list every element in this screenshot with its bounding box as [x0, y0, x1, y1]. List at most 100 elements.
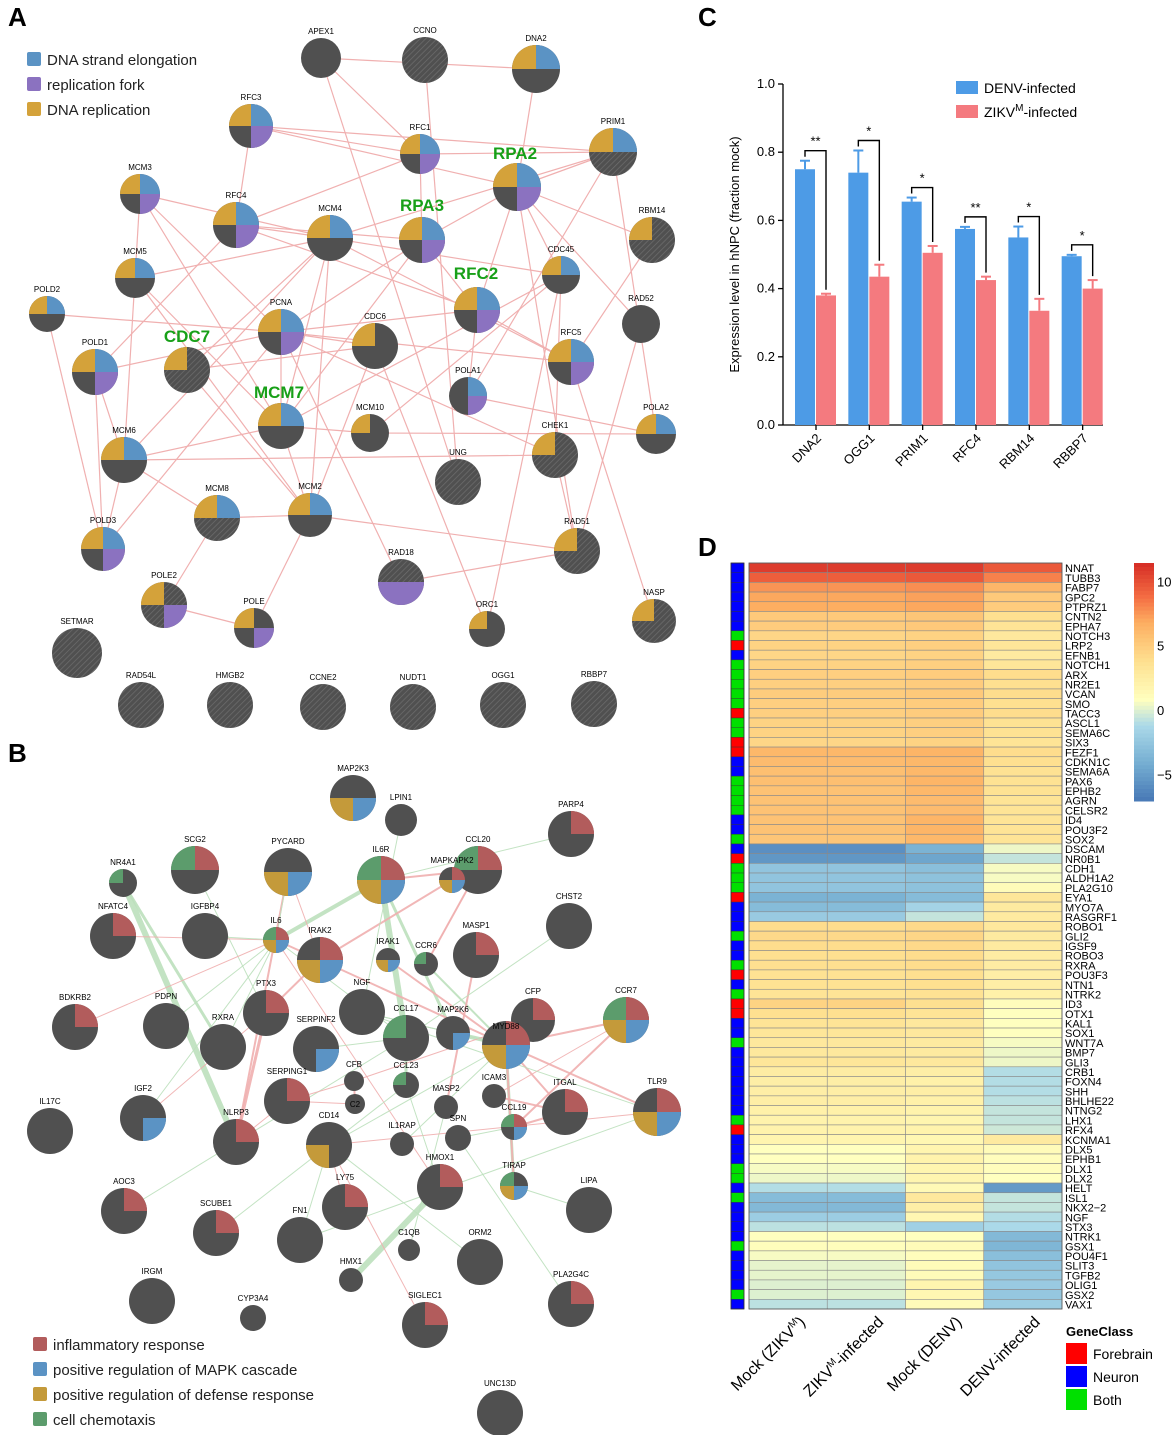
- node-rpa2-slice: [517, 187, 541, 211]
- heatmap-cell: [826, 688, 906, 699]
- heatmap-cell: [748, 698, 828, 709]
- colorbar-segment: [1134, 574, 1154, 580]
- gene-label: POU4F1: [1065, 1251, 1108, 1263]
- heatmap-cell: [905, 756, 985, 767]
- node-mcm6-slice: [101, 437, 124, 460]
- node-prim1-slice: [589, 128, 613, 152]
- network-a-edge: [235, 224, 478, 311]
- gene-class-cell: [730, 582, 745, 593]
- network-a-edge: [280, 237, 331, 427]
- gene-class-swatch: [1066, 1389, 1087, 1410]
- significance-label: *: [1080, 228, 1085, 243]
- network-b-edge: [121, 881, 225, 1049]
- node-pold2-slice: [47, 296, 65, 314]
- legend-swatch: [27, 52, 41, 66]
- network-b-edge: [405, 925, 570, 1039]
- legend-label-denv: DENV-infected: [984, 80, 1076, 96]
- node-label: SIGLEC1: [408, 1291, 442, 1300]
- colorbar-segment: [1134, 757, 1154, 762]
- node-label: CCL23: [394, 1061, 419, 1070]
- node-tirap-slice: [514, 1186, 528, 1200]
- heatmap-cell: [983, 1076, 1063, 1087]
- heatmap-cell: [748, 785, 828, 796]
- node-mcm8: MCM8: [194, 484, 240, 541]
- node-pold2: POLD2: [29, 285, 65, 332]
- network-a-edge: [369, 432, 657, 435]
- node-label: CCL20: [466, 835, 491, 844]
- node-ptx3: PTX3: [243, 979, 289, 1036]
- gene-class-cell: [730, 708, 745, 719]
- colorbar-segment: [1134, 626, 1154, 631]
- heatmap-cell: [748, 1173, 828, 1184]
- node-pola1: POLA1: [449, 366, 487, 415]
- node-ngf: NGF: [339, 978, 385, 1035]
- heatmap-cell: [905, 746, 985, 758]
- gene-label: POU3F2: [1065, 825, 1108, 837]
- gene-class-swatch: [1066, 1343, 1087, 1364]
- heatmap-cell: [905, 1260, 985, 1271]
- colorbar-segment: [1134, 745, 1154, 750]
- heatmap-cell: [748, 853, 828, 864]
- node-ccr6-slice: [414, 952, 426, 964]
- x-tick-label: PRIM1: [892, 431, 931, 470]
- node-ccl20-slice: [454, 846, 478, 870]
- node-mcm5-slice: [135, 258, 155, 278]
- heatmap-cell: [983, 979, 1063, 990]
- node-rad54l: RAD54L: [118, 671, 164, 728]
- heatmap-cell: [983, 1211, 1063, 1223]
- heatmap-cell: [826, 882, 906, 893]
- node-label: CDC45: [548, 245, 575, 254]
- node-mcm3-slice: [140, 194, 160, 214]
- gene-class-cell: [730, 659, 745, 670]
- node-label: IGF2: [134, 1084, 152, 1093]
- gene-label: RXRA: [1065, 960, 1096, 972]
- node-label: POLD1: [82, 338, 109, 347]
- gene-class-cell: [730, 785, 745, 796]
- node-label: POLD3: [90, 516, 117, 525]
- heatmap-cell: [905, 1134, 985, 1145]
- gene-class-cell: [730, 611, 745, 622]
- heatmap-cell: [983, 756, 1063, 767]
- heatmap-cell: [748, 814, 828, 825]
- gene-class-cell: [730, 669, 745, 680]
- node-rfc2-slice: [477, 310, 500, 333]
- node-rpa3-slice: [422, 240, 445, 263]
- colorbar-segment: [1134, 689, 1154, 695]
- heatmap-cell: [905, 698, 985, 709]
- node-cdc7-slice: [164, 347, 187, 370]
- heatmap-cell: [905, 911, 985, 922]
- node-chst2: CHST2: [546, 892, 592, 949]
- node-ccl23: CCL23: [393, 1061, 419, 1098]
- y-tick-label: 0.2: [757, 349, 775, 364]
- node-irak1-slice: [376, 960, 388, 972]
- heatmap-cell: [983, 930, 1063, 942]
- node-scg2-slice: [171, 846, 195, 870]
- network-a-edge: [280, 331, 572, 363]
- node-rxra-disc: [200, 1024, 246, 1070]
- node-label: BDKRB2: [59, 993, 92, 1002]
- bar: [1029, 310, 1050, 425]
- heatmap-cell: [826, 1143, 906, 1155]
- heatmap-cell: [826, 746, 906, 758]
- node-itgal: ITGAL: [542, 1078, 588, 1135]
- heatmap-cell: [826, 562, 906, 573]
- legend-label: cell chemotaxis: [53, 1412, 156, 1429]
- node-label: POLA2: [643, 403, 669, 412]
- heatmap-cell: [748, 591, 828, 603]
- node-dna2: DNA2: [512, 34, 560, 93]
- y-axis-title: Expression level in hNPC (fraction mock): [727, 136, 742, 372]
- heatmap-cell: [983, 1143, 1063, 1155]
- legend-label: positive regulation of MAPK cascade: [53, 1362, 297, 1379]
- heatmap-cell: [983, 1124, 1063, 1135]
- network-a-edge: [467, 151, 614, 397]
- node-label: TLR9: [647, 1077, 667, 1086]
- node-mcm10: MCM10: [351, 403, 389, 452]
- network-a-edge: [320, 57, 421, 155]
- gene-label: BMP7: [1065, 1048, 1095, 1060]
- node-label: PCNA: [270, 298, 293, 307]
- heatmap-cell: [983, 1202, 1063, 1213]
- colorbar-segment: [1134, 678, 1154, 683]
- node-pold1-slice: [72, 349, 95, 372]
- gene-label: SLIT3: [1065, 1261, 1094, 1273]
- heatmap-cell: [905, 921, 985, 932]
